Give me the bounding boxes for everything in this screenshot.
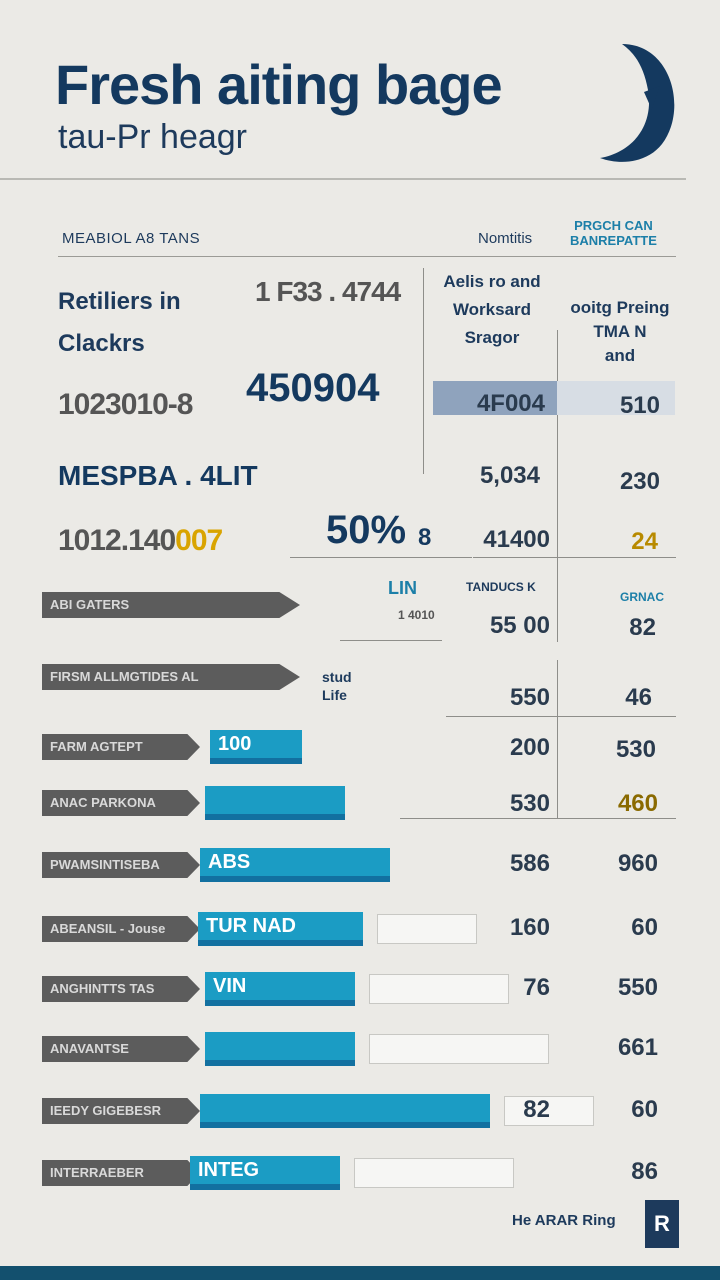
retailers-label: Retiliers in xyxy=(58,288,181,315)
table-divider-mid xyxy=(557,330,558,642)
bar-row-label: IEEDY GIGEBESR xyxy=(42,1098,200,1124)
bar-row-label: FIRSM ALLMGTIDES AL xyxy=(42,664,300,690)
bar-fill-label: TUR NAD xyxy=(206,915,296,937)
stat1-big-value: 450904 xyxy=(246,366,380,410)
bar-row-label: INTERRAEBER xyxy=(42,1160,200,1186)
legend-caption: PRGCH CAN BANREPATTE xyxy=(570,218,657,248)
stat2-small-value: 8 xyxy=(418,524,432,551)
bar-far-value: 550 xyxy=(617,974,658,1001)
bar-far-value: 60 xyxy=(631,1096,658,1123)
mespba-label: MESPBA . 4LIT xyxy=(58,460,258,491)
bar-far-value: 960 xyxy=(617,850,658,877)
table-cell: 460 xyxy=(617,790,658,817)
bar-ghost xyxy=(354,1158,514,1188)
bar-fill xyxy=(205,786,345,820)
mini-header-right: GRNAC xyxy=(620,590,664,604)
table-row-rule xyxy=(400,818,676,819)
bar-far-value: 60 xyxy=(631,914,658,941)
bar-ghost xyxy=(369,1034,549,1064)
bar-ghost xyxy=(377,914,477,944)
bar-fill-label: VIN xyxy=(213,975,247,997)
table-row-rule xyxy=(473,557,676,558)
table-cell: 46 xyxy=(625,684,652,711)
bar-row-label: ANAC PARKONA xyxy=(42,790,200,816)
footer-badge: R xyxy=(645,1200,679,1248)
retailers-value: 1 F33 . 4744 xyxy=(255,276,401,307)
bar-fill xyxy=(200,1094,490,1128)
crescent-logo-icon xyxy=(600,44,675,162)
table-cell: 230 xyxy=(619,468,660,495)
section-caption: MEABIOL A8 TANS xyxy=(62,230,201,247)
side-label: stud Life xyxy=(322,669,352,703)
bar-fill: 100 xyxy=(210,730,302,764)
table-row-rule xyxy=(340,640,442,641)
bottom-strip xyxy=(0,1266,720,1280)
bar-value: 82 xyxy=(523,1096,550,1123)
table-cell: 530 xyxy=(615,736,656,763)
bar-fill-label: INTEG xyxy=(198,1159,260,1181)
footer-credit: He ARAR Ring xyxy=(512,1212,616,1229)
table-cell: 82 xyxy=(629,614,656,641)
table-cell: 41400 xyxy=(483,526,550,553)
bar-fill-label: ABS xyxy=(208,851,251,873)
table-divider-left xyxy=(423,268,424,474)
table-cell: 510 xyxy=(619,392,660,419)
table-divider-lower xyxy=(557,660,558,818)
bar-row-label: FARM AGTEPT xyxy=(42,734,200,760)
col2-header: ooitg Preing TMA N and xyxy=(570,298,670,365)
header-divider xyxy=(0,178,686,180)
table-cell: 5,034 xyxy=(479,462,540,489)
bar-fill: ABS xyxy=(200,848,390,882)
stat2-big-value: 50% xyxy=(326,508,407,552)
table-cell: 530 xyxy=(509,790,550,817)
table-cell: 55 00 xyxy=(489,612,550,639)
highlight-row-cell xyxy=(557,381,675,415)
page-title: Fresh aiting bage xyxy=(55,53,503,116)
page-subtitle: tau-Pr heagr xyxy=(58,118,247,156)
summary-rule xyxy=(290,557,472,558)
bar-ghost xyxy=(369,974,509,1004)
table-cell: 200 xyxy=(509,734,550,761)
table-cell: 550 xyxy=(509,684,550,711)
bar-fill-label: 100 xyxy=(218,733,252,755)
stat1-value: 1023010-8 xyxy=(58,388,193,421)
table-cell: 4F004 xyxy=(476,390,545,417)
col1-header: Aelis ro and Worksard Sragor xyxy=(443,272,541,347)
bar-row-label: ANGHINTTS TAS xyxy=(42,976,200,1002)
mini-header: TANDUCS K xyxy=(466,580,536,594)
bar-row-label: ABI GATERS xyxy=(42,592,300,618)
mid-chip-secondary: 1 4010 xyxy=(398,608,435,622)
bar-fill: INTEG xyxy=(190,1156,340,1190)
bar-value: 586 xyxy=(509,850,550,877)
bar-fill: TUR NAD xyxy=(198,912,363,946)
bar-value: 160 xyxy=(509,914,550,941)
bar-row-label: ANAVANTSE xyxy=(42,1036,200,1062)
mid-chip: LIN xyxy=(388,578,417,598)
bar-value: 76 xyxy=(523,974,550,1001)
caption-rule xyxy=(58,256,676,257)
bar-ghost xyxy=(504,1096,594,1126)
table-cell: 24 xyxy=(631,528,658,555)
bar-row-label: PWAMSINTISEBA xyxy=(42,852,200,878)
bar-far-value: 661 xyxy=(617,1034,658,1061)
months-caption: Nomtitis xyxy=(478,230,533,247)
bar-row-label: ABEANSIL - Jouse xyxy=(42,916,200,942)
stat2-value: 1012.140007 xyxy=(58,524,223,557)
bar-fill xyxy=(205,1032,355,1066)
clackrs-label: Clackrs xyxy=(58,330,145,357)
bar-fill: VIN xyxy=(205,972,355,1006)
bar-far-value: 86 xyxy=(631,1158,658,1185)
table-row-rule xyxy=(446,716,676,717)
